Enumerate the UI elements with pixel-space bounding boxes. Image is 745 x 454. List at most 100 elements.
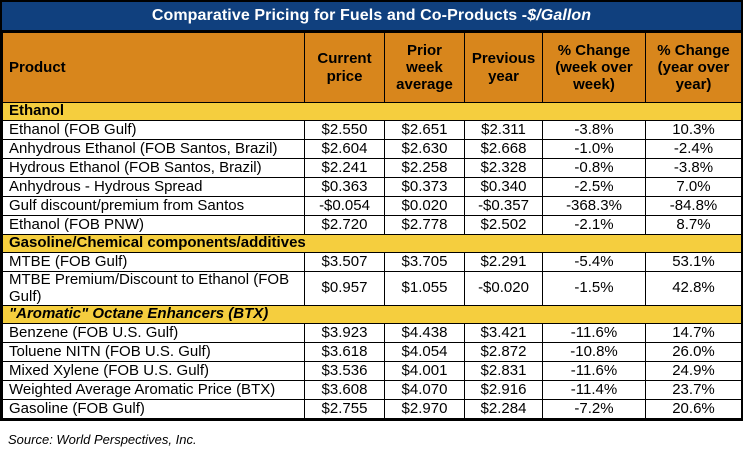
pricing-table: Product Current price Prior week average… [2,32,742,419]
value-cell: 8.7% [645,215,742,235]
value-cell: $0.363 [304,177,385,197]
product-cell: Ethanol (FOB PNW) [2,215,305,235]
value-cell: $2.284 [464,399,543,419]
value-cell: $2.916 [464,380,543,400]
value-cell: -84.8% [645,196,742,216]
value-cell: 42.8% [645,271,742,306]
section-header-row: Ethanol [2,102,742,121]
value-cell: $4.001 [384,361,465,381]
value-cell: -3.8% [542,120,646,140]
value-cell: $2.604 [304,139,385,159]
value-cell: 14.7% [645,323,742,343]
product-cell: Weighted Average Aromatic Price (BTX) [2,380,305,400]
section-header-label: Gasoline/Chemical components/additives [2,234,742,253]
value-cell: -7.2% [542,399,646,419]
value-cell: $3.705 [384,252,465,272]
table-row: MTBE Premium/Discount to Ethanol (FOB Gu… [2,271,742,306]
value-cell: $2.311 [464,120,543,140]
value-cell: $2.651 [384,120,465,140]
value-cell: $3.536 [304,361,385,381]
value-cell: -2.5% [542,177,646,197]
table-row: Ethanol (FOB PNW) $2.720 $2.778 $2.502 -2.1%… [2,215,742,235]
product-cell: MTBE (FOB Gulf) [2,252,305,272]
product-cell: Toluene NITN (FOB U.S. Gulf) [2,342,305,362]
value-cell: $0.340 [464,177,543,197]
value-cell: -11.6% [542,361,646,381]
table-row: Anhydrous - Hydrous Spread $0.363 $0.373 $0… [2,177,742,197]
value-cell: -1.5% [542,271,646,306]
value-cell: 7.0% [645,177,742,197]
value-cell: $3.608 [304,380,385,400]
value-cell: -1.0% [542,139,646,159]
title-unit-text: $/Gallon [527,7,592,24]
table-row: Gulf discount/premium from Santos -$0.054… [2,196,742,216]
product-cell: Hydrous Ethanol (FOB Santos, Brazil) [2,158,305,178]
value-cell: -0.8% [542,158,646,178]
table-row: Anhydrous Ethanol (FOB Santos, Brazil) $2… [2,139,742,159]
value-cell: $2.720 [304,215,385,235]
product-cell: Gasoline (FOB Gulf) [2,399,305,419]
value-cell: -$0.357 [464,196,543,216]
value-cell: -2.1% [542,215,646,235]
value-cell: $1.055 [384,271,465,306]
value-cell: 20.6% [645,399,742,419]
section-header-row: Gasoline/Chemical components/additives [2,234,742,253]
product-cell: Benzene (FOB U.S. Gulf) [2,323,305,343]
product-cell: Anhydrous Ethanol (FOB Santos, Brazil) [2,139,305,159]
value-cell: -3.8% [645,158,742,178]
source-note: Source: World Perspectives, Inc. [8,432,197,447]
title-text: Comparative Pricing for Fuels and Co-Pro… [151,7,528,24]
value-cell: $0.020 [384,196,465,216]
value-cell: $3.507 [304,252,385,272]
value-cell: $0.373 [384,177,465,197]
col-header-product: Product [2,32,305,103]
col-header-pct-change-yoy: % Change (year over year) [645,32,742,103]
table-row: Mixed Xylene (FOB U.S. Gulf) $3.536 $4.001… [2,361,742,381]
table-body: Ethanol Ethanol (FOB Gulf) $2.550 $2.651 $2.… [2,102,742,419]
page-title: Comparative Pricing for Fuels and Co-Pro… [2,2,741,32]
value-cell: $3.618 [304,342,385,362]
header-row: Product Current price Prior week average… [2,32,742,103]
table-row: Weighted Average Aromatic Price (BTX) $3.… [2,380,742,400]
value-cell: 53.1% [645,252,742,272]
value-cell: $3.923 [304,323,385,343]
product-cell: Gulf discount/premium from Santos [2,196,305,216]
product-cell: Mixed Xylene (FOB U.S. Gulf) [2,361,305,381]
col-header-previous-year: Previous year [464,32,543,103]
value-cell: -10.8% [542,342,646,362]
col-header-prior-week-average: Prior week average [384,32,465,103]
value-cell: $4.054 [384,342,465,362]
value-cell: 23.7% [645,380,742,400]
section-header-label: Ethanol [2,102,742,121]
value-cell: $2.970 [384,399,465,419]
value-cell: $2.755 [304,399,385,419]
value-cell: $2.831 [464,361,543,381]
value-cell: $2.668 [464,139,543,159]
value-cell: 24.9% [645,361,742,381]
col-header-current-price: Current price [304,32,385,103]
value-cell: $2.502 [464,215,543,235]
table-row: Gasoline (FOB Gulf) $2.755 $2.970 $2.284 -7.… [2,399,742,419]
value-cell: $4.070 [384,380,465,400]
value-cell: -5.4% [542,252,646,272]
value-cell: $2.258 [384,158,465,178]
table-row: Ethanol (FOB Gulf) $2.550 $2.651 $2.311 -3.8… [2,120,742,140]
value-cell: $3.421 [464,323,543,343]
value-cell: 26.0% [645,342,742,362]
table-row: Hydrous Ethanol (FOB Santos, Brazil) $2.2… [2,158,742,178]
value-cell: -$0.054 [304,196,385,216]
product-cell: Anhydrous - Hydrous Spread [2,177,305,197]
value-cell: $2.872 [464,342,543,362]
section-header-row: "Aromatic" Octane Enhancers (BTX) [2,305,742,324]
value-cell: $4.438 [384,323,465,343]
value-cell: $2.550 [304,120,385,140]
value-cell: $2.241 [304,158,385,178]
table-row: MTBE (FOB Gulf) $3.507 $3.705 $2.291 -5.4% 53… [2,252,742,272]
value-cell: -11.6% [542,323,646,343]
table-header: Product Current price Prior week average… [2,32,742,103]
section-header-label: "Aromatic" Octane Enhancers (BTX) [2,305,742,324]
col-header-pct-change-wow: % Change (week over week) [542,32,646,103]
value-cell: 10.3% [645,120,742,140]
value-cell: $2.291 [464,252,543,272]
